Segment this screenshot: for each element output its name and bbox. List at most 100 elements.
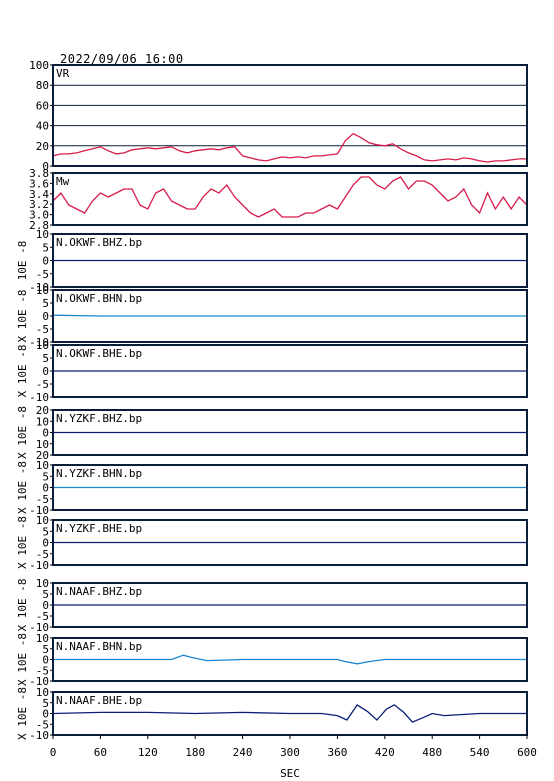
y-tick-label: 0 [42, 537, 49, 550]
y-tick-label: -10 [29, 559, 49, 572]
panel-frame [52, 637, 528, 682]
y-tick-label: 20 [36, 140, 49, 153]
y-tick-label: 0 [42, 654, 49, 667]
panel-label: N.NAAF.BHE.bp [56, 694, 142, 707]
y-tick-label: -5 [36, 378, 49, 391]
x-tick-label: 180 [185, 746, 205, 759]
y-unit-label: X 10E -8 [16, 461, 29, 514]
panel-mw: 3.83.63.43.23.02.8 Mw [29, 167, 528, 232]
y-tick-label: 5 [42, 352, 49, 365]
x-tick-label: 360 [327, 746, 347, 759]
y-tick-label: 5 [42, 588, 49, 601]
y-tick-label: 60 [36, 99, 49, 112]
panel-frame [52, 464, 528, 511]
y-tick-label: 5 [42, 643, 49, 656]
panel-label: N.YZKF.BHN.bp [56, 467, 142, 480]
chart-panels: 100806040200VR3.83.63.43.23.02.8Mw1050-5… [16, 59, 528, 742]
y-tick-label: 10 [36, 228, 49, 241]
y-tick-label: -5 [36, 493, 49, 506]
panel-frame [52, 233, 528, 288]
y-tick-label: 80 [36, 79, 49, 92]
y-tick-label: 10 [36, 686, 49, 699]
series-line-mw [52, 176, 528, 218]
y-tick-label: 0 [42, 160, 49, 173]
y-tick-label: -10 [29, 281, 49, 294]
y-tick-label: 40 [36, 120, 49, 133]
y-tick-label: -10 [29, 675, 49, 688]
y-tick-label: 10 [36, 284, 49, 297]
y-tick-label: 5 [42, 697, 49, 710]
y-tick-label: 5 [42, 241, 49, 254]
x-tick-label: 540 [470, 746, 490, 759]
y-tick-label: 5 [42, 525, 49, 538]
panel-label: Mw [56, 175, 70, 188]
panel-label: N.YZKF.BHZ.bp [56, 412, 142, 425]
y-tick-label: -10 [29, 336, 49, 349]
y-unit-label: X 10E -8 [16, 633, 29, 686]
panel-frame [52, 582, 528, 628]
y-tick-label: 3.2 [29, 198, 49, 211]
y-tick-label: 0 [42, 708, 49, 721]
y-tick-label: 20 [36, 404, 49, 417]
panel-frame [52, 409, 528, 456]
panel-label: N.OKWF.BHN.bp [56, 292, 142, 305]
y-tick-label: 10 [36, 577, 49, 590]
y-unit-label: 10E -8 [16, 241, 29, 281]
x-tick-label: 420 [375, 746, 395, 759]
y-tick-label: -10 [29, 621, 49, 634]
panel-label: N.YZKF.BHE.bp [56, 522, 142, 535]
x-tick-label: 60 [94, 746, 107, 759]
panel-vr: 100 80 60 40 20 0 VR [29, 59, 528, 173]
y-tick-label: -10 [29, 504, 49, 517]
y-tick-label: -10 [29, 391, 49, 404]
y-tick-label: 5 [42, 297, 49, 310]
y-tick-label: 3.6 [29, 177, 49, 190]
panel-frame [52, 64, 528, 167]
y-tick-label: 10 [36, 438, 49, 451]
panel-label: N.NAAF.BHZ.bp [56, 585, 142, 598]
x-axis-label: SEC [280, 767, 300, 780]
series-line-naaf-bhn [53, 654, 527, 665]
y-tick-label: -5 [36, 268, 49, 281]
panel-label: VR [56, 67, 70, 80]
y-tick-label: -5 [36, 664, 49, 677]
panel-frame [52, 344, 528, 398]
y-tick-label: 0 [42, 427, 49, 440]
y-tick-label: 0 [42, 482, 49, 495]
y-tick-label: 10 [36, 514, 49, 527]
x-axis: 0 60 120 180 240 300 360 420 480 540 600 [50, 735, 537, 759]
series-line-vr [52, 132, 527, 163]
y-unit-label: X 10E -8 [16, 516, 29, 569]
y-tick-label: 20 [36, 449, 49, 462]
y-unit-label: X 10E -8 [16, 687, 29, 740]
panel-label: N.NAAF.BHN.bp [56, 640, 142, 653]
series-line-okwf-bhn [52, 314, 527, 317]
y-unit-label: X 10E -8 [16, 579, 29, 632]
panel-label: N.OKWF.BHZ.bp [56, 236, 142, 249]
series-line-naaf-bhe [52, 704, 527, 723]
y-tick-label: -5 [36, 718, 49, 731]
y-tick-label: 3.0 [29, 209, 49, 222]
panel-label: N.OKWF.BHE.bp [56, 347, 142, 360]
chart-title: 2022/09/06 16:00 [60, 52, 184, 66]
y-tick-label: 100 [29, 59, 49, 72]
y-tick-label: 10 [36, 459, 49, 472]
x-tick-label: 300 [280, 746, 300, 759]
y-unit-label: X 10E -8 [16, 406, 29, 459]
x-tick-label: 240 [233, 746, 253, 759]
x-tick-label: 600 [517, 746, 537, 759]
y-tick-label: 5 [42, 470, 49, 483]
y-unit-label: X 10E -8 [16, 345, 29, 398]
panel-frame [52, 172, 528, 226]
y-tick-label: -5 [36, 323, 49, 336]
